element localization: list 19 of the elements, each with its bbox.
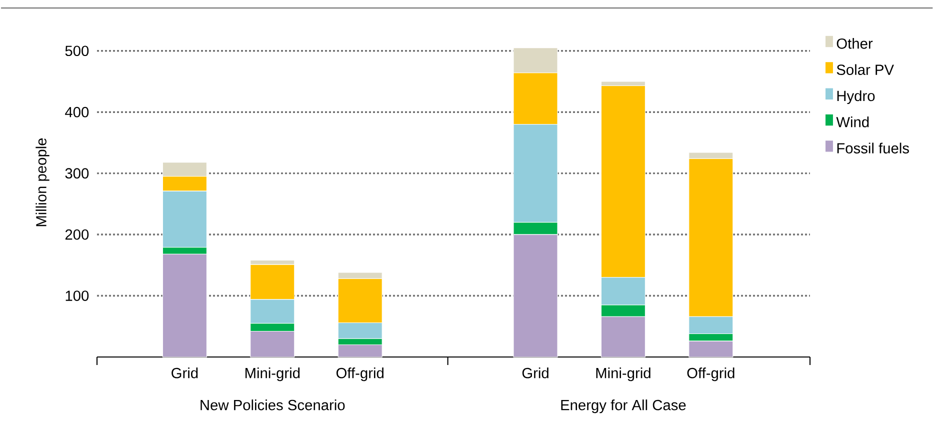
legend-label: Wind xyxy=(836,116,869,128)
y-axis-title: Million people xyxy=(36,138,50,226)
x-tick-label: Grid xyxy=(522,367,548,378)
x-tick-label: Mini-grid xyxy=(596,367,650,382)
text: Energy for All Case xyxy=(561,399,686,414)
legend-label: Fossil fuels xyxy=(837,142,909,154)
x-tick-label: Mini-grid xyxy=(246,367,300,382)
y-tick-label: 400 xyxy=(65,106,89,118)
y-tick-label: 300 xyxy=(65,168,89,179)
y-tick-label: 100 xyxy=(66,290,89,301)
legend-label: Other xyxy=(836,38,873,49)
x-tick-label: Off-grid xyxy=(687,367,734,382)
x-tick-label: Grid xyxy=(172,367,198,378)
legend-label: Solar PV xyxy=(836,64,894,75)
y-tick-label: 500 xyxy=(65,46,89,56)
text: New Policies Scenario xyxy=(200,399,345,410)
legend-label: Hydro xyxy=(837,90,875,104)
y-tick-label: 200 xyxy=(65,229,89,240)
x-tick-label: Off-grid xyxy=(336,367,384,382)
